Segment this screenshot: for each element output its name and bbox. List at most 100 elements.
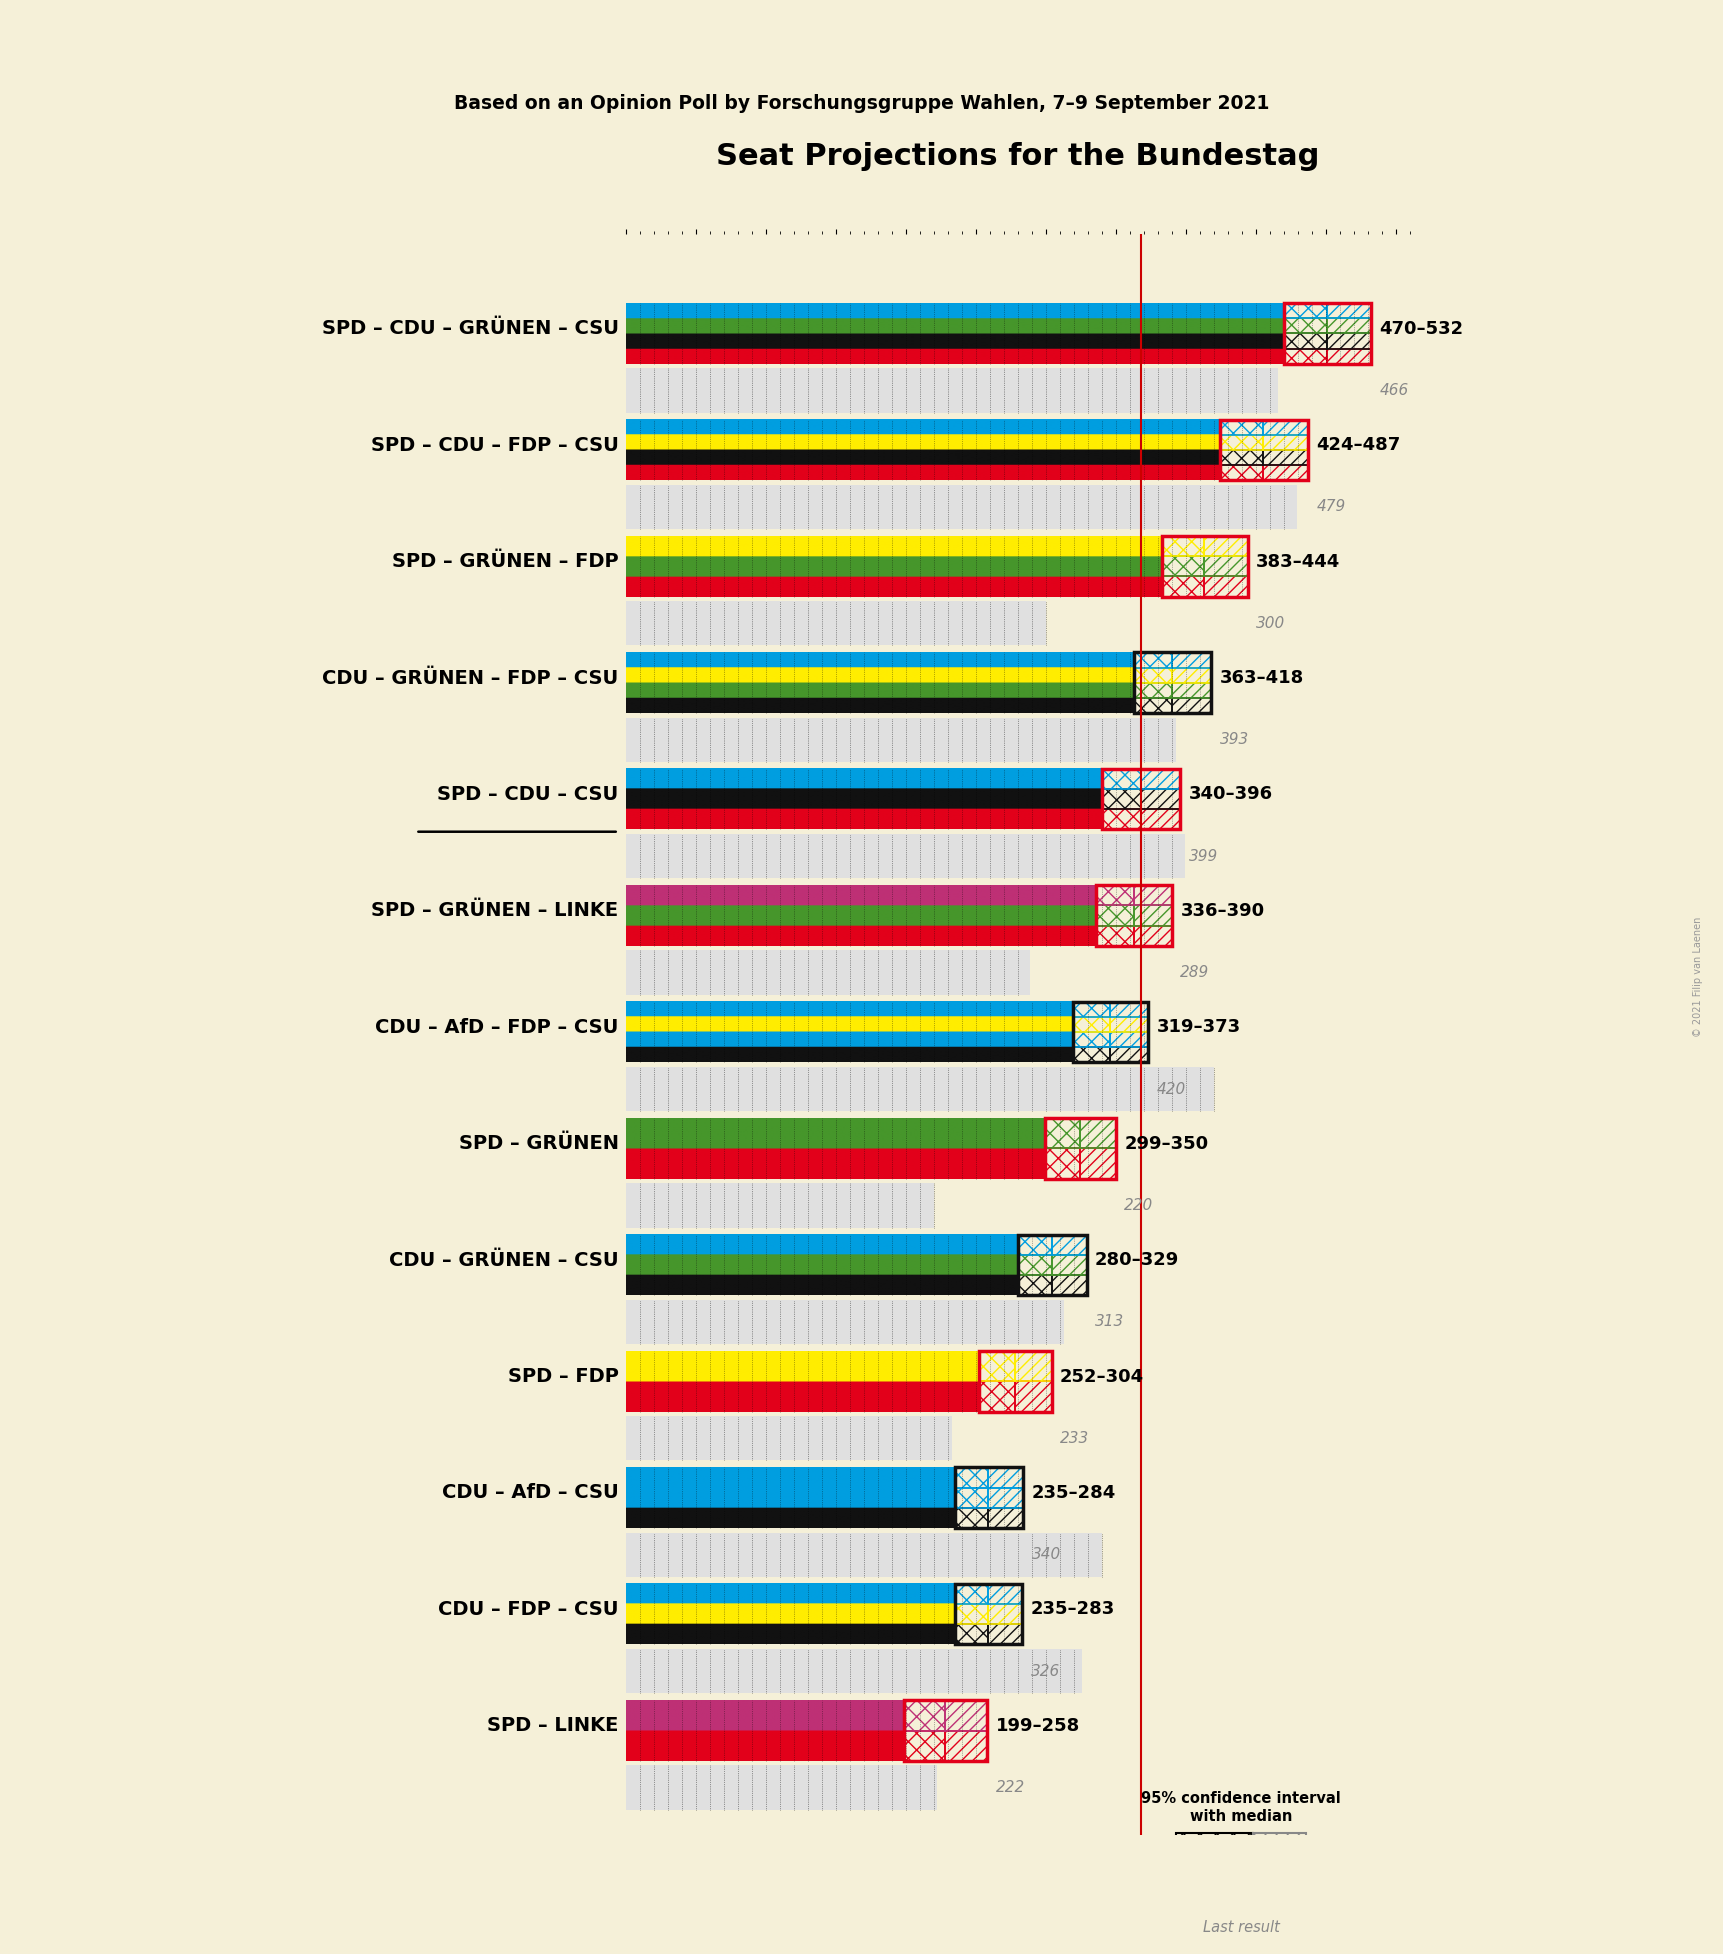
Bar <box>625 602 1046 645</box>
Bar <box>905 1700 987 1761</box>
Bar <box>1203 535 1247 557</box>
Bar <box>1134 668 1172 682</box>
Bar <box>955 1467 987 1487</box>
Text: CDU – AfD – FDP – CSU: CDU – AfD – FDP – CSU <box>376 1018 619 1038</box>
Bar <box>625 1417 951 1460</box>
Bar <box>1101 768 1180 828</box>
Bar <box>1101 768 1141 789</box>
Bar <box>625 950 1030 995</box>
Text: 319–373: 319–373 <box>1156 1018 1241 1036</box>
Bar <box>955 1508 987 1528</box>
Bar <box>1134 885 1172 905</box>
Bar <box>1161 576 1203 596</box>
Bar <box>955 1467 1023 1528</box>
Text: 235–284: 235–284 <box>1032 1483 1115 1503</box>
Bar <box>1096 885 1134 905</box>
Bar <box>905 1700 944 1731</box>
Text: 393: 393 <box>1218 733 1247 746</box>
Bar <box>987 1604 1022 1624</box>
Text: 313: 313 <box>1094 1315 1123 1329</box>
Bar <box>1134 653 1172 668</box>
Bar <box>1072 1016 1110 1032</box>
Text: 470–532: 470–532 <box>1378 320 1463 338</box>
Bar <box>1110 1016 1148 1032</box>
Bar <box>1101 809 1141 828</box>
Title: Seat Projections for the Bundestag: Seat Projections for the Bundestag <box>715 143 1318 172</box>
Bar <box>1134 682 1172 698</box>
Bar <box>1172 653 1211 668</box>
Bar <box>625 485 1296 530</box>
Bar <box>625 369 1278 412</box>
Bar <box>1161 535 1247 596</box>
Bar <box>1044 1118 1115 1178</box>
Bar <box>1161 557 1203 576</box>
Text: Last result: Last result <box>1203 1919 1278 1934</box>
Text: 363–418: 363–418 <box>1218 668 1303 688</box>
Bar <box>1253 1833 1306 1870</box>
Bar <box>1263 434 1308 449</box>
Bar <box>1072 1032 1110 1047</box>
Bar <box>1141 768 1180 789</box>
Bar <box>955 1487 987 1508</box>
Text: SPD – GRÜNEN: SPD – GRÜNEN <box>458 1133 619 1153</box>
Text: SPD – LINKE: SPD – LINKE <box>488 1716 619 1735</box>
Bar <box>905 1731 944 1761</box>
Bar <box>1015 1350 1051 1381</box>
Bar <box>1218 465 1263 481</box>
Text: 420: 420 <box>1156 1081 1185 1096</box>
Bar <box>987 1508 1023 1528</box>
Bar <box>1017 1235 1085 1296</box>
Bar <box>944 1731 987 1761</box>
Bar <box>1079 1118 1115 1149</box>
Bar <box>987 1624 1022 1645</box>
Text: 340–396: 340–396 <box>1189 786 1272 803</box>
Bar <box>1017 1235 1051 1254</box>
Bar <box>1175 1833 1253 1870</box>
Bar <box>1044 1118 1079 1149</box>
Bar <box>625 1764 936 1809</box>
Text: SPD – CDU – CSU: SPD – CDU – CSU <box>438 786 619 803</box>
Text: 235–283: 235–283 <box>1030 1600 1115 1618</box>
Bar <box>1161 535 1203 557</box>
Bar <box>1096 885 1172 946</box>
Text: 280–329: 280–329 <box>1094 1251 1179 1270</box>
Bar <box>1110 1002 1148 1016</box>
Bar <box>1327 334 1370 348</box>
Bar <box>955 1585 1022 1645</box>
Bar <box>625 1532 1101 1577</box>
Text: 95% confidence interval
with median: 95% confidence interval with median <box>1141 1792 1340 1823</box>
Bar <box>1072 1002 1148 1063</box>
Text: 326: 326 <box>1030 1663 1060 1678</box>
Bar <box>625 717 1175 762</box>
Text: 199–258: 199–258 <box>994 1718 1079 1735</box>
Bar <box>1044 1149 1079 1178</box>
Text: CDU – GRÜNEN – CSU: CDU – GRÜNEN – CSU <box>389 1251 619 1270</box>
Bar <box>1072 1002 1110 1016</box>
Bar <box>1096 905 1134 926</box>
Text: 424–487: 424–487 <box>1316 436 1399 453</box>
Text: CDU – FDP – CSU: CDU – FDP – CSU <box>438 1600 619 1620</box>
Bar <box>979 1350 1051 1411</box>
Bar <box>1015 1381 1051 1411</box>
Bar <box>1263 449 1308 465</box>
Bar <box>625 1184 934 1227</box>
Bar <box>1172 698 1211 713</box>
Bar <box>1072 1047 1110 1063</box>
Bar <box>1263 420 1308 434</box>
Bar <box>1141 809 1180 828</box>
Text: 220: 220 <box>1123 1198 1153 1213</box>
Bar <box>1134 698 1172 713</box>
Bar <box>987 1585 1022 1604</box>
Text: 479: 479 <box>1316 500 1344 514</box>
Bar <box>625 834 1184 877</box>
Bar <box>1134 926 1172 946</box>
Bar <box>1218 434 1263 449</box>
Bar <box>1203 576 1247 596</box>
Text: CDU – GRÜNEN – FDP – CSU: CDU – GRÜNEN – FDP – CSU <box>322 668 619 688</box>
Text: 466: 466 <box>1378 383 1408 399</box>
Bar <box>1172 668 1211 682</box>
Bar <box>1134 653 1211 713</box>
Text: SPD – CDU – GRÜNEN – CSU: SPD – CDU – GRÜNEN – CSU <box>322 319 619 338</box>
Bar <box>1141 789 1180 809</box>
Bar <box>1218 420 1263 434</box>
